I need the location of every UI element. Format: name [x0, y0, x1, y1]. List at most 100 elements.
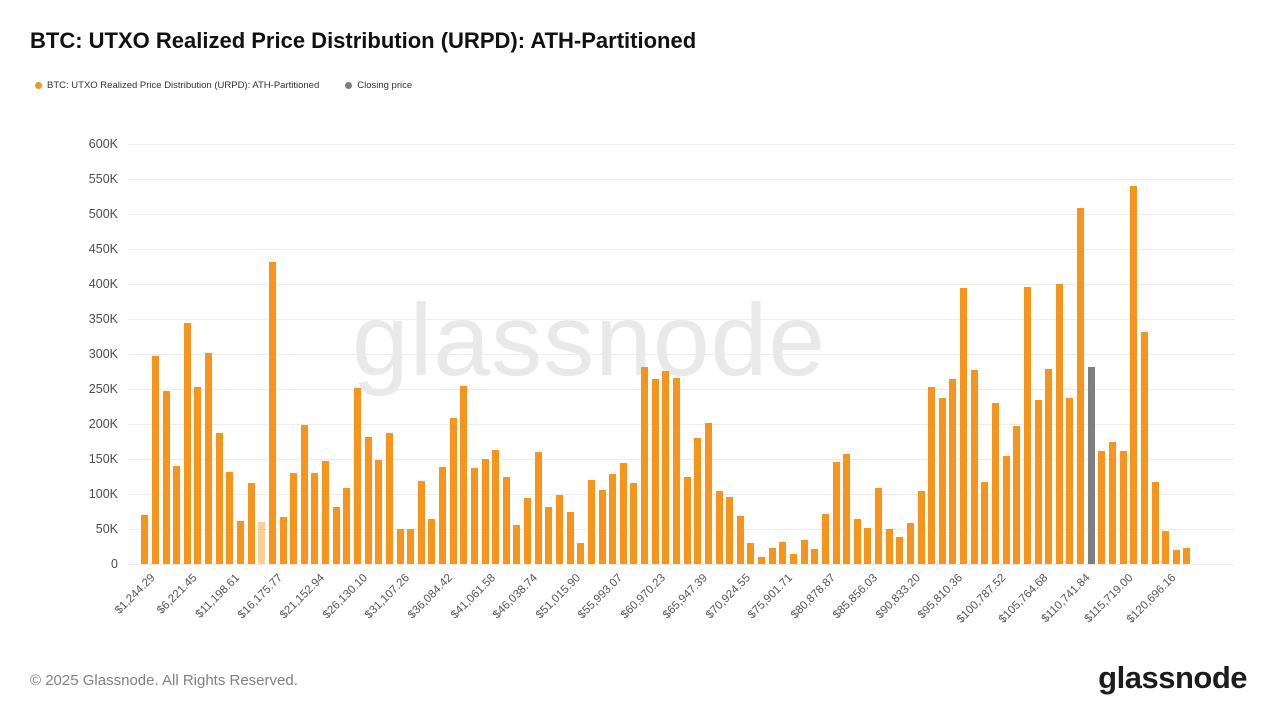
bar[interactable]: [1077, 207, 1085, 564]
bar[interactable]: [843, 454, 851, 564]
bar[interactable]: [800, 539, 808, 564]
bar[interactable]: [183, 323, 191, 564]
bar[interactable]: [545, 507, 553, 564]
bar[interactable]: [1002, 456, 1010, 564]
bar[interactable]: [1055, 284, 1063, 564]
bar[interactable]: [917, 491, 925, 564]
bar[interactable]: [173, 466, 181, 564]
bar[interactable]: [258, 522, 266, 564]
bar[interactable]: [470, 468, 478, 564]
bar[interactable]: [758, 557, 766, 564]
bar[interactable]: [694, 438, 702, 564]
bar[interactable]: [1066, 398, 1074, 564]
bar[interactable]: [205, 353, 213, 564]
bar[interactable]: [726, 496, 734, 564]
bar[interactable]: [1151, 482, 1159, 564]
closing-price-bar[interactable]: [1087, 366, 1095, 564]
legend-item[interactable]: BTC: UTXO Realized Price Distribution (U…: [35, 80, 319, 91]
bar[interactable]: [1034, 400, 1042, 564]
bar[interactable]: [598, 489, 606, 564]
bar[interactable]: [832, 461, 840, 564]
bar[interactable]: [279, 517, 287, 564]
bar[interactable]: [524, 498, 532, 564]
bar[interactable]: [619, 463, 627, 564]
bar[interactable]: [662, 370, 670, 564]
bar[interactable]: [290, 473, 298, 564]
bar[interactable]: [343, 487, 351, 564]
bar[interactable]: [960, 288, 968, 564]
bar[interactable]: [237, 521, 244, 564]
bar[interactable]: [322, 461, 330, 564]
legend-item[interactable]: Closing price: [345, 80, 412, 91]
bar[interactable]: [981, 482, 989, 564]
bar[interactable]: [332, 507, 340, 564]
bar[interactable]: [683, 477, 691, 564]
bar[interactable]: [779, 542, 787, 564]
bar[interactable]: [247, 482, 255, 564]
bar[interactable]: [789, 554, 797, 564]
bar[interactable]: [821, 513, 829, 564]
bar[interactable]: [364, 437, 372, 564]
bar[interactable]: [992, 403, 1000, 564]
bar[interactable]: [1162, 531, 1170, 564]
bar[interactable]: [609, 473, 617, 564]
bar[interactable]: [353, 387, 361, 564]
bar[interactable]: [928, 386, 936, 564]
bar[interactable]: [736, 516, 744, 564]
bar[interactable]: [226, 472, 234, 564]
bar[interactable]: [492, 449, 500, 564]
bar[interactable]: [853, 519, 861, 564]
bar[interactable]: [1108, 442, 1116, 564]
bar[interactable]: [768, 547, 776, 564]
bar[interactable]: [577, 543, 585, 564]
bar[interactable]: [906, 523, 914, 564]
bar[interactable]: [215, 433, 223, 564]
bar[interactable]: [162, 391, 170, 564]
bar[interactable]: [811, 548, 819, 564]
bar[interactable]: [864, 527, 872, 564]
bar[interactable]: [875, 487, 883, 564]
bar[interactable]: [970, 370, 978, 564]
bar[interactable]: [651, 379, 659, 564]
bar[interactable]: [938, 398, 946, 564]
bar[interactable]: [896, 536, 904, 564]
bar[interactable]: [385, 433, 393, 564]
bar[interactable]: [949, 379, 957, 564]
bar[interactable]: [311, 473, 319, 564]
bar[interactable]: [1119, 451, 1127, 564]
bar[interactable]: [1023, 286, 1031, 564]
bar[interactable]: [885, 529, 893, 564]
bar[interactable]: [630, 482, 638, 564]
bar[interactable]: [704, 423, 712, 564]
bar[interactable]: [1130, 186, 1138, 564]
bar[interactable]: [417, 480, 425, 564]
bar[interactable]: [556, 494, 564, 564]
bar[interactable]: [673, 377, 680, 564]
bar[interactable]: [151, 356, 159, 564]
bar[interactable]: [1045, 368, 1053, 564]
bar[interactable]: [268, 262, 276, 564]
bar[interactable]: [1172, 550, 1180, 564]
bar[interactable]: [449, 417, 457, 564]
bar[interactable]: [407, 529, 415, 564]
bar[interactable]: [1140, 332, 1148, 564]
bar[interactable]: [481, 459, 489, 564]
bar[interactable]: [715, 491, 723, 564]
bar[interactable]: [439, 467, 447, 564]
bar[interactable]: [566, 512, 574, 564]
bar[interactable]: [534, 452, 542, 564]
bar[interactable]: [641, 367, 649, 564]
bar[interactable]: [587, 480, 595, 564]
bar[interactable]: [1013, 426, 1021, 564]
bar[interactable]: [747, 543, 755, 564]
bar[interactable]: [428, 519, 436, 564]
bar[interactable]: [1098, 451, 1106, 564]
bar[interactable]: [194, 386, 202, 564]
bar[interactable]: [141, 515, 149, 564]
bar[interactable]: [460, 386, 468, 564]
bar[interactable]: [396, 529, 404, 564]
bar[interactable]: [375, 459, 383, 564]
bar[interactable]: [513, 524, 521, 564]
bar[interactable]: [1183, 547, 1191, 564]
bar[interactable]: [502, 477, 510, 564]
